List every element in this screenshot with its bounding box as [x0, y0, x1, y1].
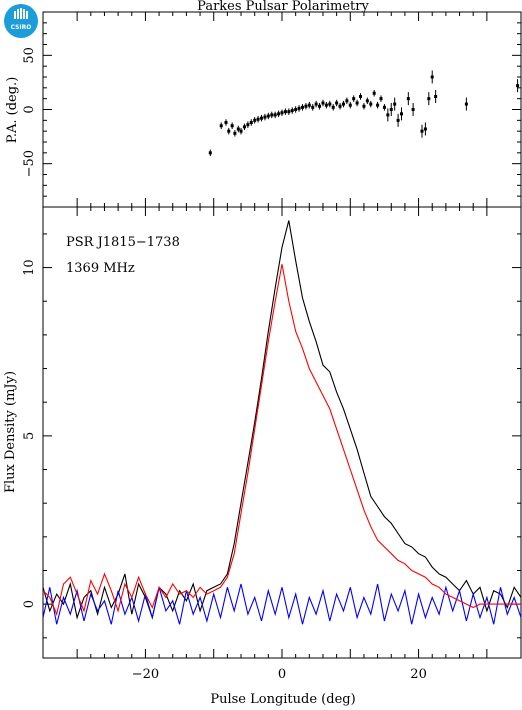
profile-ticks — [43, 207, 521, 658]
pa-point — [434, 95, 438, 98]
pa-point — [239, 129, 243, 133]
pulsar-name-annotation: PSR J1815−1738 — [66, 235, 180, 250]
pa-point — [338, 104, 342, 108]
pa-point — [396, 118, 400, 122]
profile-y-tick-labels: 0 5 10 — [22, 259, 37, 608]
pa-point — [427, 97, 431, 101]
profile-y-axis-label: Flux Density (mJy) — [3, 371, 18, 493]
pa-point — [314, 102, 318, 106]
pa-point — [321, 101, 325, 105]
pa-point — [464, 102, 468, 106]
pa-point — [277, 112, 281, 116]
profile-x-tick-labels: −20 0 20 — [132, 667, 427, 682]
csiro-logo-mark — [14, 8, 28, 19]
pa-point — [249, 121, 253, 124]
pa-point — [376, 103, 380, 107]
pa-point — [219, 124, 223, 128]
pa-point — [372, 91, 376, 95]
pa-point — [242, 125, 246, 129]
pa-point — [359, 95, 363, 98]
x-tick-label: 20 — [410, 667, 427, 682]
profile-y-tick-label: 0 — [22, 600, 37, 608]
csiro-logo-text: CSIRO — [11, 24, 32, 31]
profile-series-line — [42, 264, 521, 617]
pa-point — [328, 102, 332, 106]
pa-point — [270, 113, 274, 117]
pa-point — [300, 105, 304, 109]
pa-point — [341, 102, 345, 106]
pa-point — [393, 102, 397, 106]
pa-point — [352, 97, 356, 101]
pa-point — [283, 110, 287, 114]
pa-tick-labels: −50 0 50 — [22, 47, 37, 177]
pa-points — [208, 70, 520, 157]
pa-point — [516, 84, 520, 88]
frequency-annotation: 1369 MHz — [66, 261, 135, 276]
pa-point — [379, 97, 383, 101]
profile-y-tick-label: 10 — [22, 259, 37, 276]
pa-point — [311, 105, 315, 109]
pa-point — [430, 75, 434, 79]
x-axis-label: Pulse Longitude (deg) — [210, 692, 355, 707]
profile-panel: 0 5 10 −20 0 20 PSR J1815−1738 1369 MHz Flux… — [3, 206, 522, 707]
pa-point — [365, 99, 369, 103]
pa-point — [236, 127, 240, 131]
pa-point — [273, 113, 277, 117]
pa-y-axis-label: P.A. (deg.) — [5, 77, 20, 144]
pa-y-tick-label: 0 — [22, 105, 37, 113]
pa-point — [324, 103, 328, 107]
pa-point — [420, 129, 424, 133]
pa-point — [280, 111, 284, 115]
pa-point — [256, 117, 260, 121]
pa-point — [423, 127, 427, 131]
pa-point — [318, 104, 322, 108]
pa-point — [369, 102, 373, 106]
pa-point — [304, 104, 308, 108]
pa-point — [208, 151, 212, 155]
pa-point — [294, 108, 298, 111]
pa-y-tick-label: −50 — [22, 150, 37, 177]
pa-point — [263, 115, 267, 119]
pa-point — [253, 118, 257, 122]
pa-point — [331, 105, 335, 109]
pa-point — [246, 123, 250, 127]
pa-point — [362, 104, 366, 108]
csiro-logo: CSIRO — [4, 4, 38, 38]
pa-point — [345, 99, 349, 103]
pa-point — [411, 108, 415, 111]
pa-point — [260, 116, 264, 120]
x-tick-label: 0 — [278, 667, 286, 682]
profile-series-line — [42, 583, 522, 625]
pa-point — [400, 112, 403, 116]
pa-y-tick-label: 50 — [22, 47, 37, 64]
x-tick-label: −20 — [132, 667, 159, 682]
pa-point — [386, 113, 390, 117]
pa-point — [266, 114, 270, 118]
chart-title: Parkes Pulsar Polarimetry — [197, 0, 369, 14]
pa-point — [406, 97, 410, 101]
pa-point — [233, 131, 237, 135]
pa-point — [307, 103, 311, 107]
pa-point — [287, 110, 291, 114]
pa-ticks — [43, 12, 521, 207]
pa-point — [348, 103, 352, 107]
csiro-logo-disc — [4, 4, 38, 38]
pa-point — [355, 101, 359, 105]
profile-y-tick-label: 5 — [22, 432, 37, 440]
pa-point — [297, 106, 301, 110]
pa-point — [290, 109, 294, 113]
pa-point — [230, 124, 234, 128]
pa-point — [224, 121, 228, 124]
pa-point — [227, 129, 231, 133]
pa-point — [389, 108, 393, 111]
pa-point — [335, 101, 339, 105]
pa-point — [382, 105, 386, 109]
profile-series-line — [42, 220, 522, 620]
profile-lines — [42, 220, 522, 625]
pa-panel: −50 0 50 P.A. (deg.) — [5, 11, 522, 208]
